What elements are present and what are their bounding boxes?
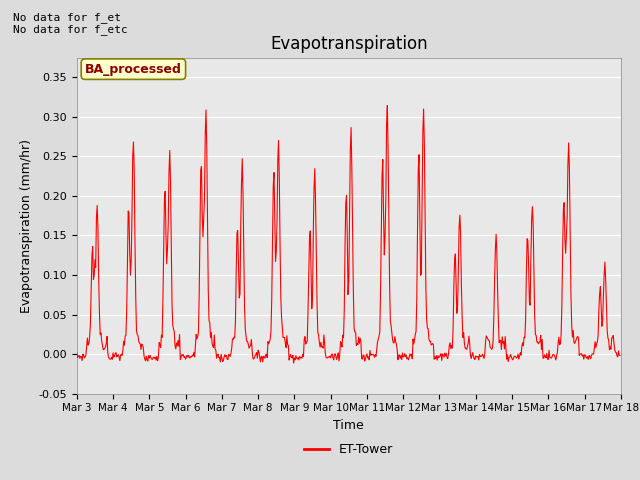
X-axis label: Time: Time [333,419,364,432]
Title: Evapotranspiration: Evapotranspiration [270,35,428,53]
Text: BA_processed: BA_processed [85,63,182,76]
Text: No data for f_et: No data for f_et [13,12,121,23]
Legend: ET-Tower: ET-Tower [299,438,399,461]
Text: No data for f_etc: No data for f_etc [13,24,127,35]
Y-axis label: Evapotranspiration (mm/hr): Evapotranspiration (mm/hr) [20,139,33,312]
